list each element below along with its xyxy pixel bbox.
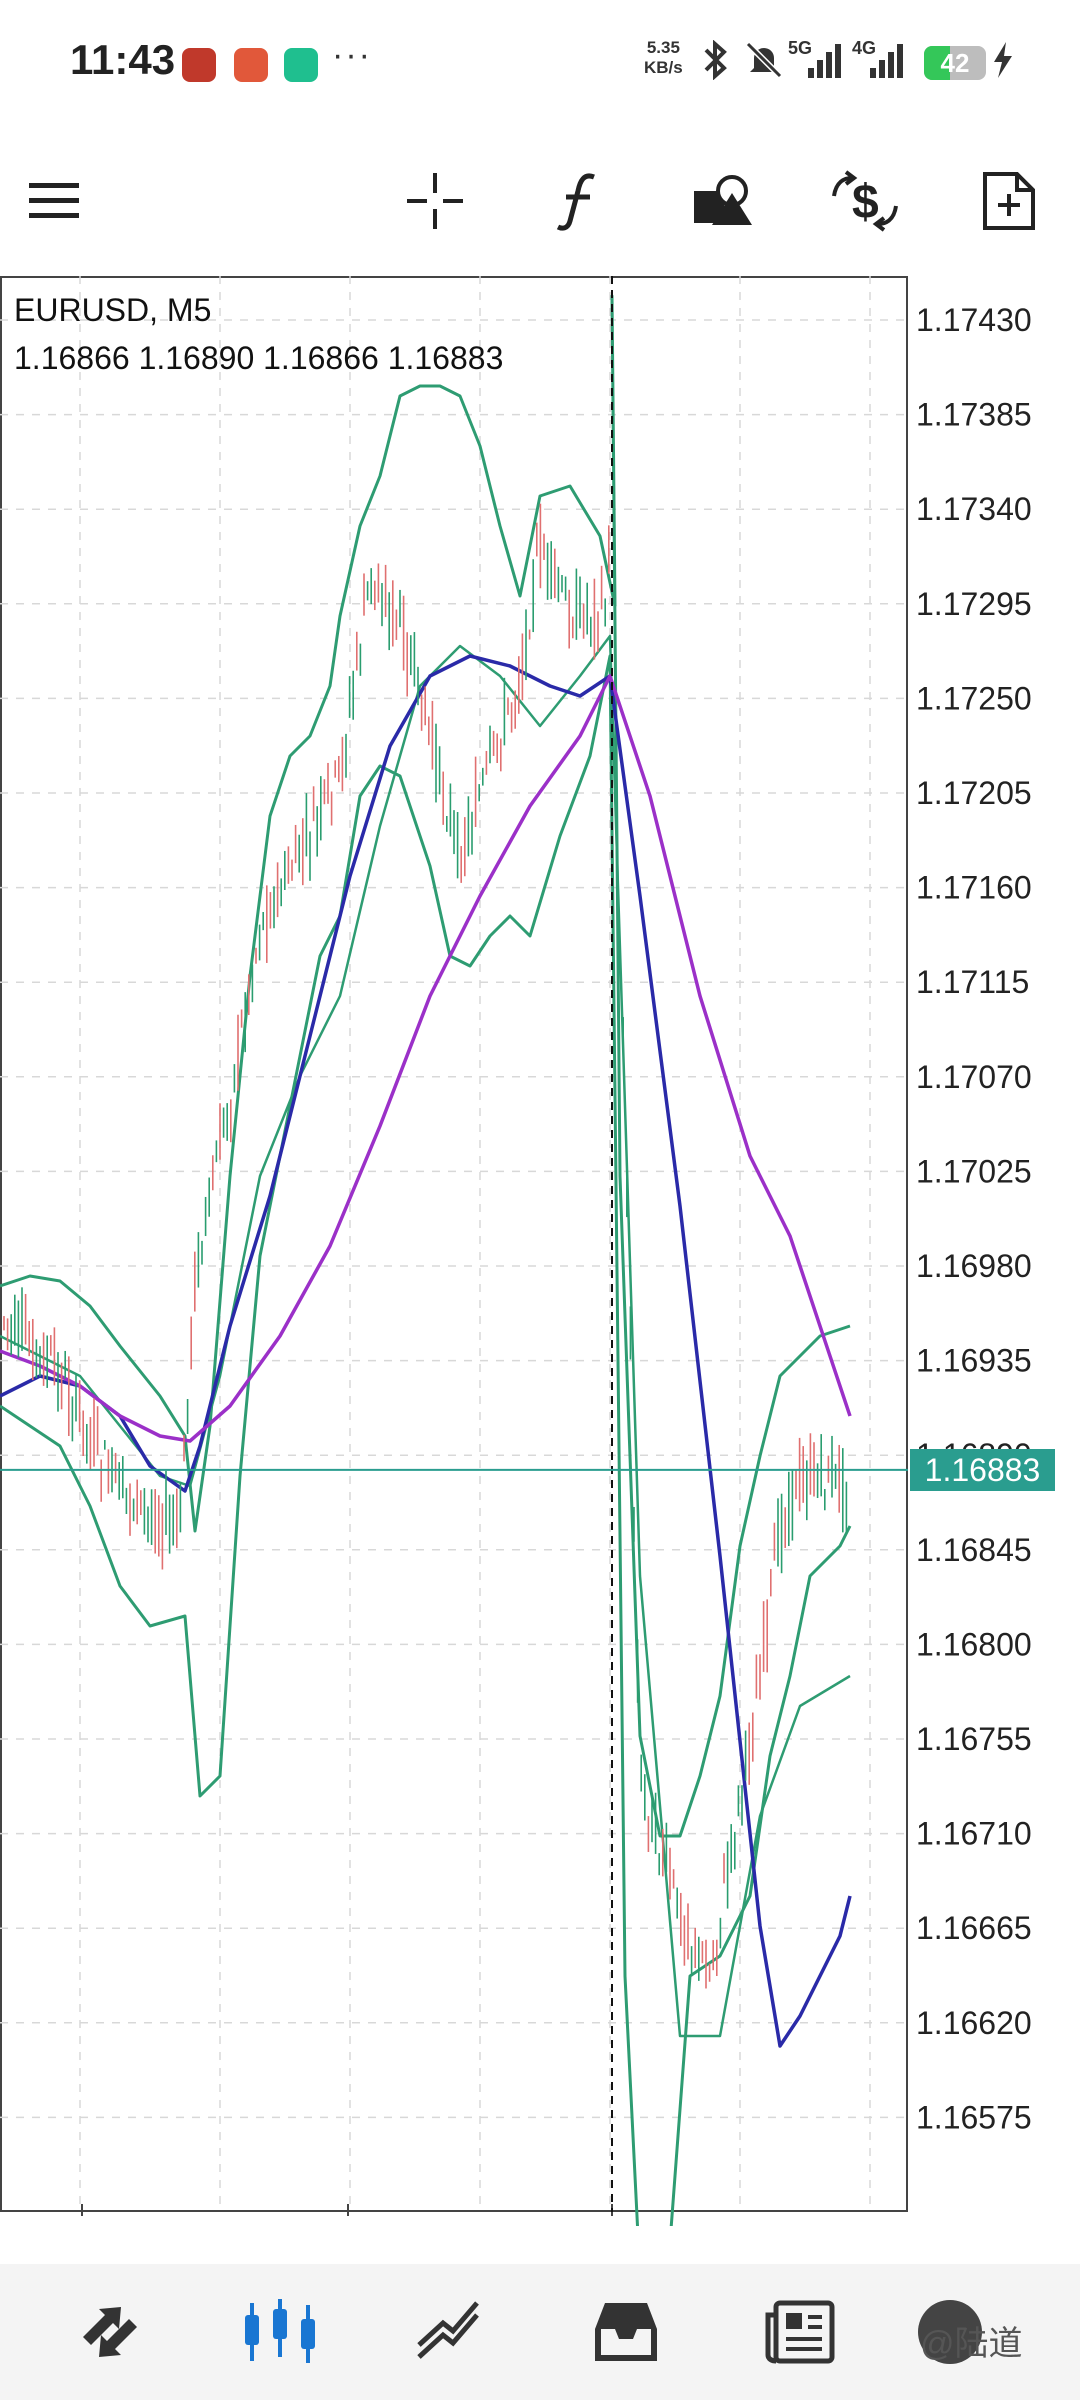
price-axis-label: 1.16665 [916, 1910, 1032, 1946]
objects-icon [694, 175, 752, 225]
network-4g-label: 4G [852, 38, 877, 58]
battery-fill [924, 46, 951, 80]
indicators-button[interactable] [544, 166, 614, 236]
price-axis-label: 1.16980 [916, 1248, 1032, 1284]
settings-icon [918, 2300, 982, 2364]
price-axis-label: 1.17295 [916, 586, 1032, 622]
crosshair-icon [407, 173, 463, 229]
app-notification-icon [234, 48, 268, 82]
price-axis-label: 1.17430 [916, 302, 1032, 338]
ohlc-values: 1.16866 1.16890 1.16866 1.16883 [14, 340, 504, 376]
mute-bell-icon [745, 41, 783, 79]
news-icon [765, 2300, 835, 2364]
price-axis-label: 1.17160 [916, 870, 1032, 906]
status-bar: 11:43 ··· 5.35 KB/s 5G 4G 42 [0, 0, 1080, 120]
price-axis-label: 1.17205 [916, 775, 1032, 811]
new-order-icon [983, 172, 1035, 230]
moving-average-fast [0, 654, 852, 2048]
more-notifications: ··· [332, 36, 372, 74]
price-axis-label: 1.17340 [916, 491, 1032, 527]
price-axis-label: 1.17385 [916, 397, 1032, 433]
signal-5g-icon [808, 44, 841, 78]
trade-icon [417, 2301, 479, 2359]
price-axis-label: 1.16710 [916, 1816, 1032, 1852]
chart-toolbar: $ [0, 140, 1080, 260]
chart-canvas[interactable]: 1.17430 1.17385 1.17340 1.17295 1.17250 1.172… [0, 276, 1080, 2226]
price-axis-label: 1.16935 [916, 1343, 1032, 1379]
menu-icon [29, 183, 79, 218]
history-icon [595, 2303, 657, 2361]
price-axis-label: 1.17070 [916, 1059, 1032, 1095]
nav-trade[interactable] [410, 2294, 490, 2370]
price-axis-label: 1.16800 [916, 1626, 1032, 1662]
trade-button[interactable]: $ [830, 166, 900, 236]
price-axis-label: 1.17025 [916, 1153, 1032, 1189]
price-axis-label: 1.17250 [916, 680, 1032, 716]
bluetooth-icon [704, 40, 727, 80]
quotes-icon [83, 2307, 137, 2357]
price-axis-label: 1.16575 [916, 2099, 1032, 2135]
indicator-function-icon [556, 173, 595, 231]
bollinger-middle-band [0, 634, 851, 2038]
charging-icon [994, 42, 1012, 78]
moving-average-slow [0, 674, 852, 1443]
nav-quotes[interactable] [70, 2294, 150, 2370]
chart-frame [0, 276, 908, 2212]
objects-button[interactable] [688, 166, 758, 236]
app-notification-icon [284, 48, 318, 82]
nav-chart[interactable] [240, 2294, 320, 2370]
price-axis-label: 1.17115 [916, 964, 1029, 1000]
price-axis-label: 1.16755 [916, 1721, 1032, 1757]
bollinger-lower-band [0, 654, 852, 2226]
symbol-timeframe: EURUSD, M5 [14, 292, 212, 328]
nav-settings[interactable] [910, 2294, 990, 2370]
watermark: @陆道 [920, 2325, 1023, 2363]
net-speed: 5.35 KB/s [644, 38, 683, 77]
price-axis-label: 1.16845 [916, 1532, 1032, 1568]
signal-4g-icon [870, 44, 903, 78]
network-5g-label: 5G [788, 38, 813, 58]
battery-indicator: 42 [924, 46, 986, 80]
battery-percent: 42 [940, 48, 970, 78]
nav-history[interactable] [586, 2294, 666, 2370]
crosshair-button[interactable] [400, 166, 470, 236]
trade-icon: $ [832, 170, 898, 232]
bollinger-upper-band [0, 294, 851, 1838]
chart-icon [245, 2299, 315, 2363]
price-axis-label: 1.16620 [916, 2005, 1032, 2041]
price-chart[interactable]: 1.17430 1.17385 1.17340 1.17295 1.17250 1.172… [0, 276, 1080, 2226]
app-notification-icon [182, 48, 216, 82]
new-order-button[interactable] [974, 166, 1044, 236]
svg-text:$: $ [852, 176, 879, 229]
nav-news[interactable] [760, 2294, 840, 2370]
menu-button[interactable] [20, 166, 90, 236]
status-time: 11:43 [70, 36, 176, 83]
bottom-navigation: @陆道 [0, 2264, 1080, 2400]
current-price-tag: 1.16883 [910, 1448, 1055, 1491]
